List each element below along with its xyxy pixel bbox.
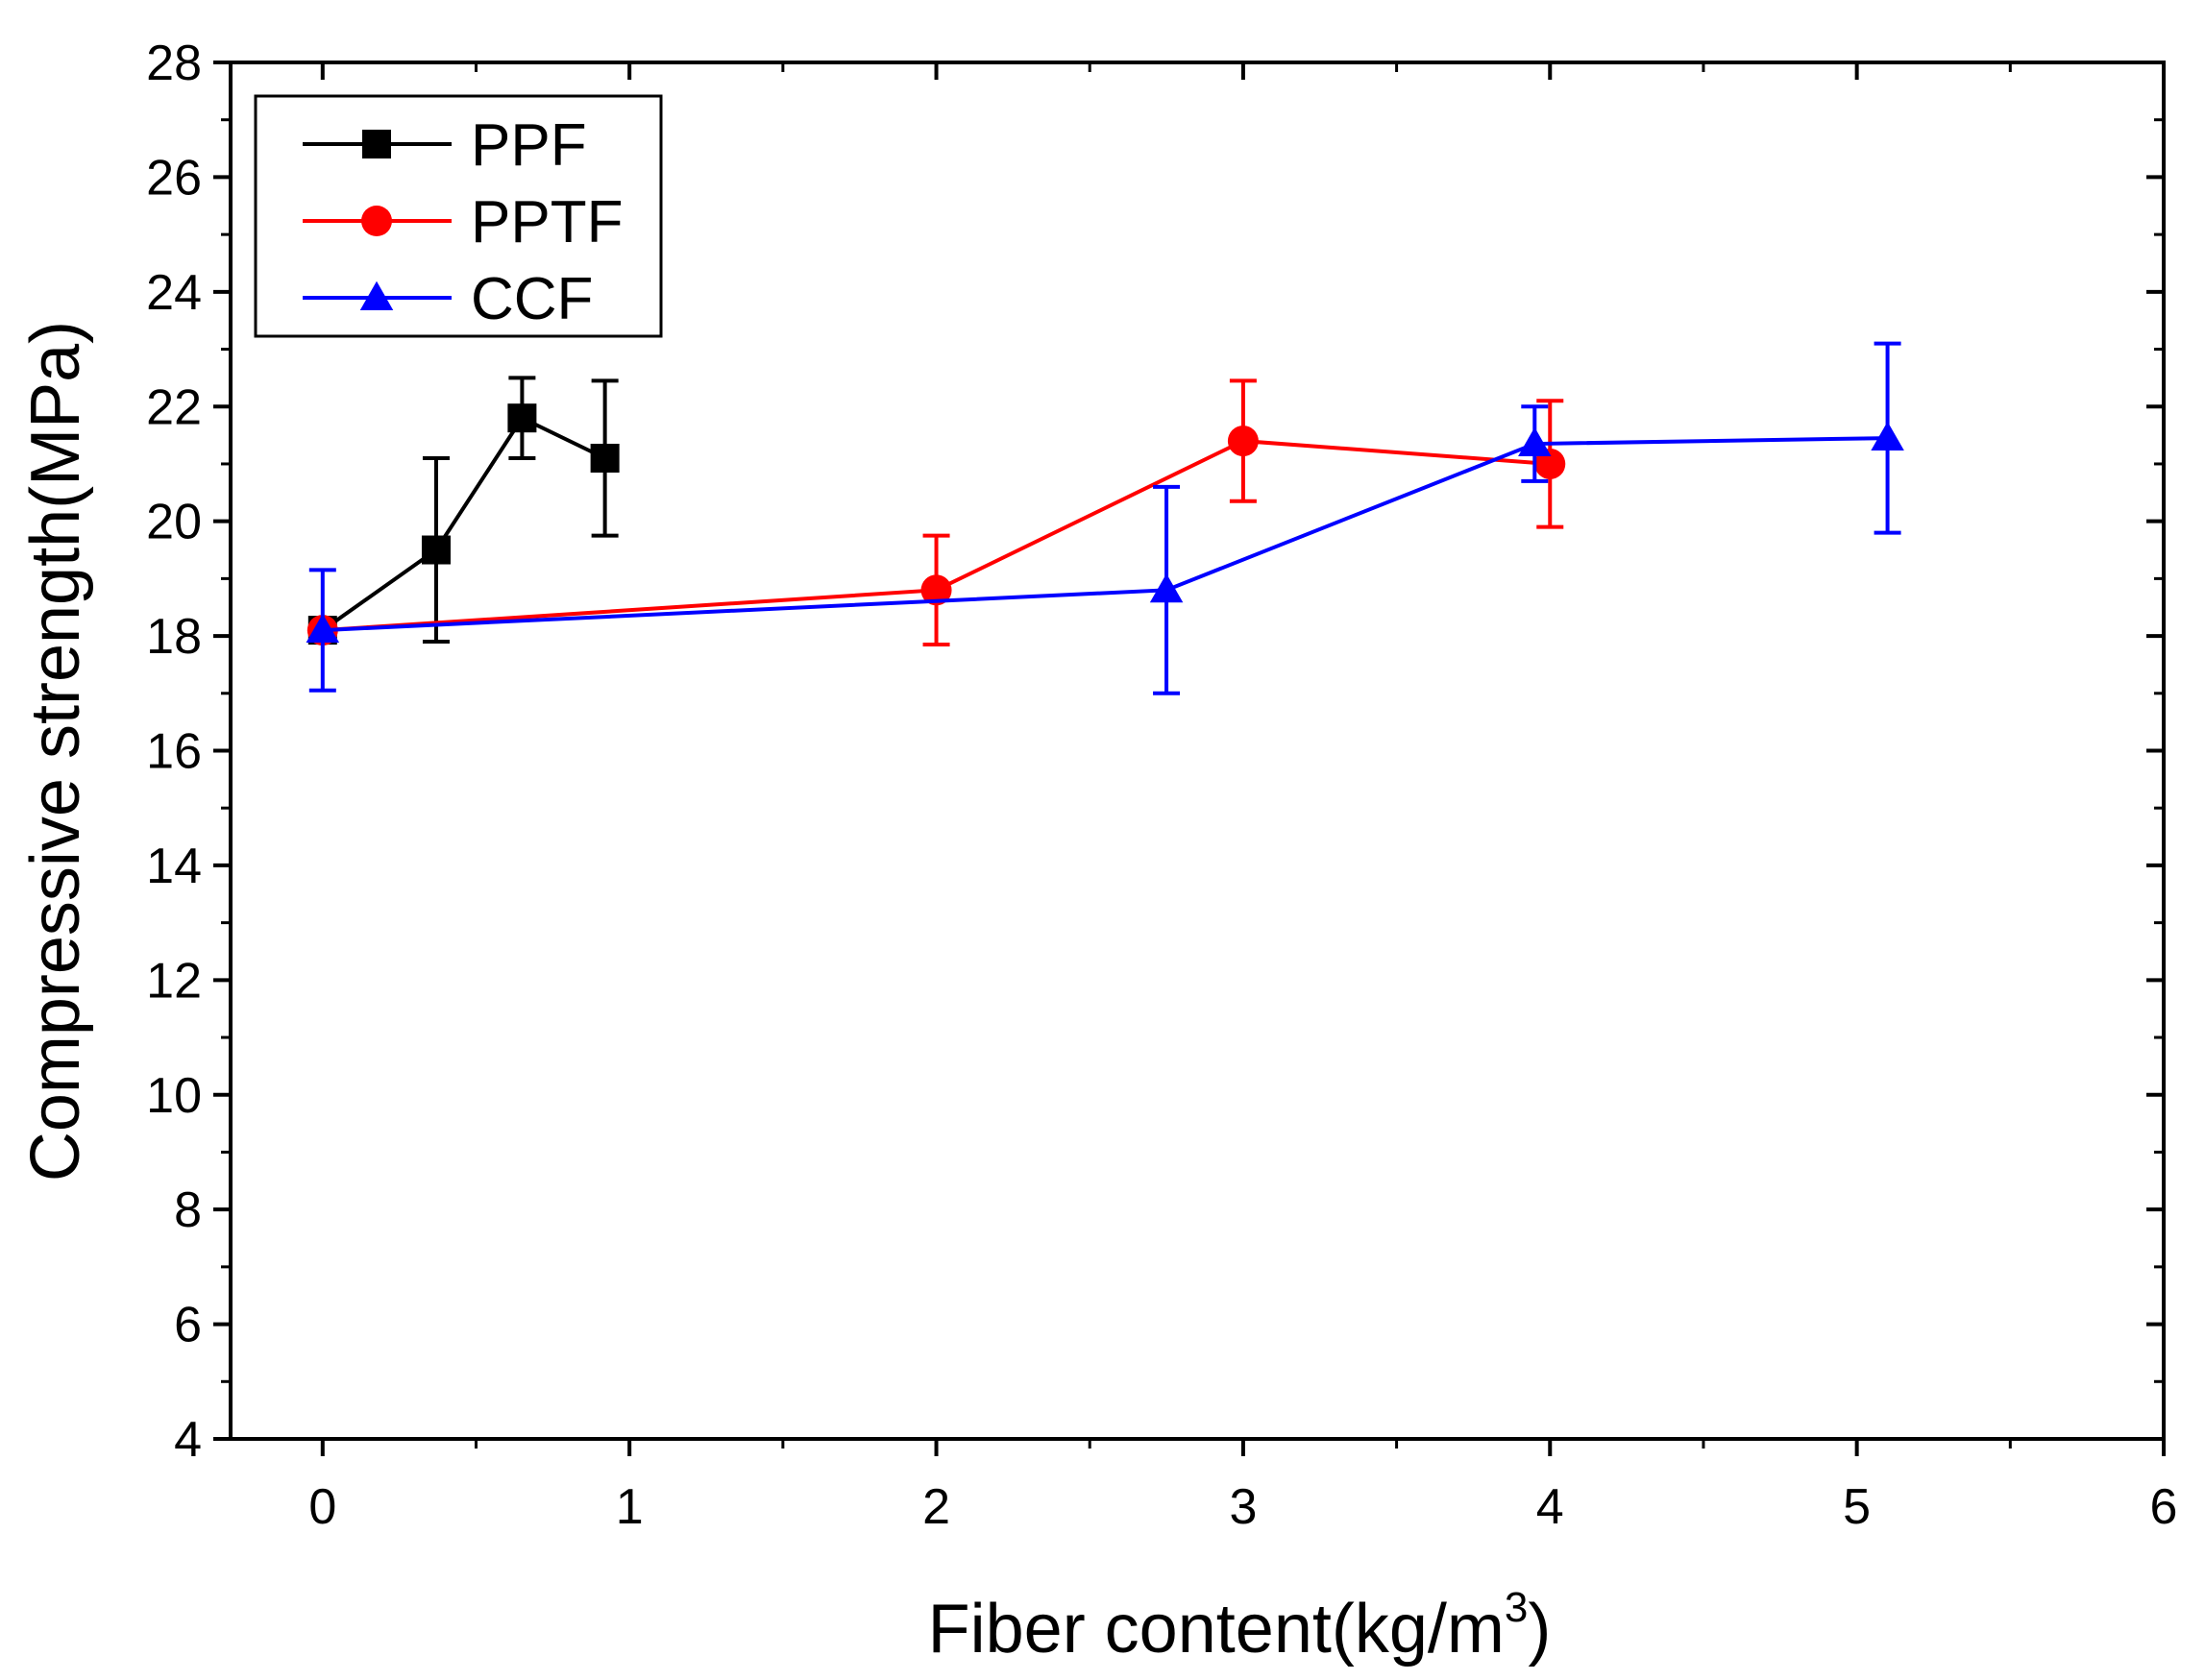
x-tick-label: 0 [308,1479,336,1535]
legend-item-ppf: PPF [303,112,587,179]
y-tick-labels: 4 6 8 10 12 14 16 18 20 22 24 26 28 [146,36,202,1468]
data-point-ccf [306,613,340,644]
y-tick-label: 28 [146,36,202,91]
x-tick-label: 5 [1843,1479,1871,1535]
data-point-ccf [1518,426,1552,456]
y-tick-label: 14 [146,839,202,894]
legend-item-ccf: CCF [303,266,593,332]
data-point-ccf [1149,573,1184,603]
legend-marker-pptf [361,206,392,236]
data-point-ppf [507,403,537,433]
x-tick-label: 4 [1536,1479,1564,1535]
x-axis-title-suffix: ) [1528,1591,1551,1668]
series-layer [306,341,1904,695]
legend-label-ccf: CCF [471,266,593,332]
series-pptf [306,378,1566,647]
y-tick-label: 26 [146,150,202,206]
legend-label-ppf: PPF [471,112,587,179]
series-ppf [307,376,620,645]
x-axis-title: Fiber content(kg/m3) [928,1584,1552,1668]
legend-items: PPF PPTF CCF [303,112,623,332]
y-axis-title: Compressive strength(MPa) [17,321,94,1181]
x-tick-label: 2 [922,1479,950,1535]
y-tick-label: 18 [146,609,202,665]
legend-item-pptf: PPTF [303,189,623,256]
axis-ticks [213,61,2166,1456]
data-point-ppf [590,443,620,473]
series-line-pptf [322,439,1551,633]
x-tick-label: 6 [2150,1479,2178,1535]
legend-marker-ppf [362,130,391,158]
legend-marker-ccf [359,280,394,310]
y-tick-label: 22 [146,379,202,435]
data-point-ppf [421,535,451,565]
y-tick-label: 24 [146,265,202,321]
y-tick-label: 8 [174,1182,202,1238]
series-line-ppf [321,415,606,632]
y-tick-label: 6 [174,1298,202,1353]
x-axis-title-main: Fiber content(kg/m [928,1591,1505,1668]
series-line-ccf [322,436,1888,633]
y-tick-label: 4 [174,1412,202,1468]
data-point-ccf [1871,421,1904,451]
data-point-pptf [920,574,952,606]
x-tick-label: 3 [1229,1479,1257,1535]
legend: PPF PPTF CCF [254,94,663,338]
x-tick-labels: 0 1 2 3 4 5 6 [308,1479,2177,1535]
y-tick-label: 10 [146,1068,202,1124]
x-tick-label: 1 [616,1479,644,1535]
y-tick-label: 12 [146,953,202,1009]
x-axis-title-superscript: 3 [1505,1584,1528,1631]
y-tick-label: 20 [146,495,202,550]
series-ccf [306,341,1904,695]
y-tick-label: 16 [146,724,202,780]
legend-label-pptf: PPTF [471,189,623,256]
data-point-pptf [1227,426,1259,457]
